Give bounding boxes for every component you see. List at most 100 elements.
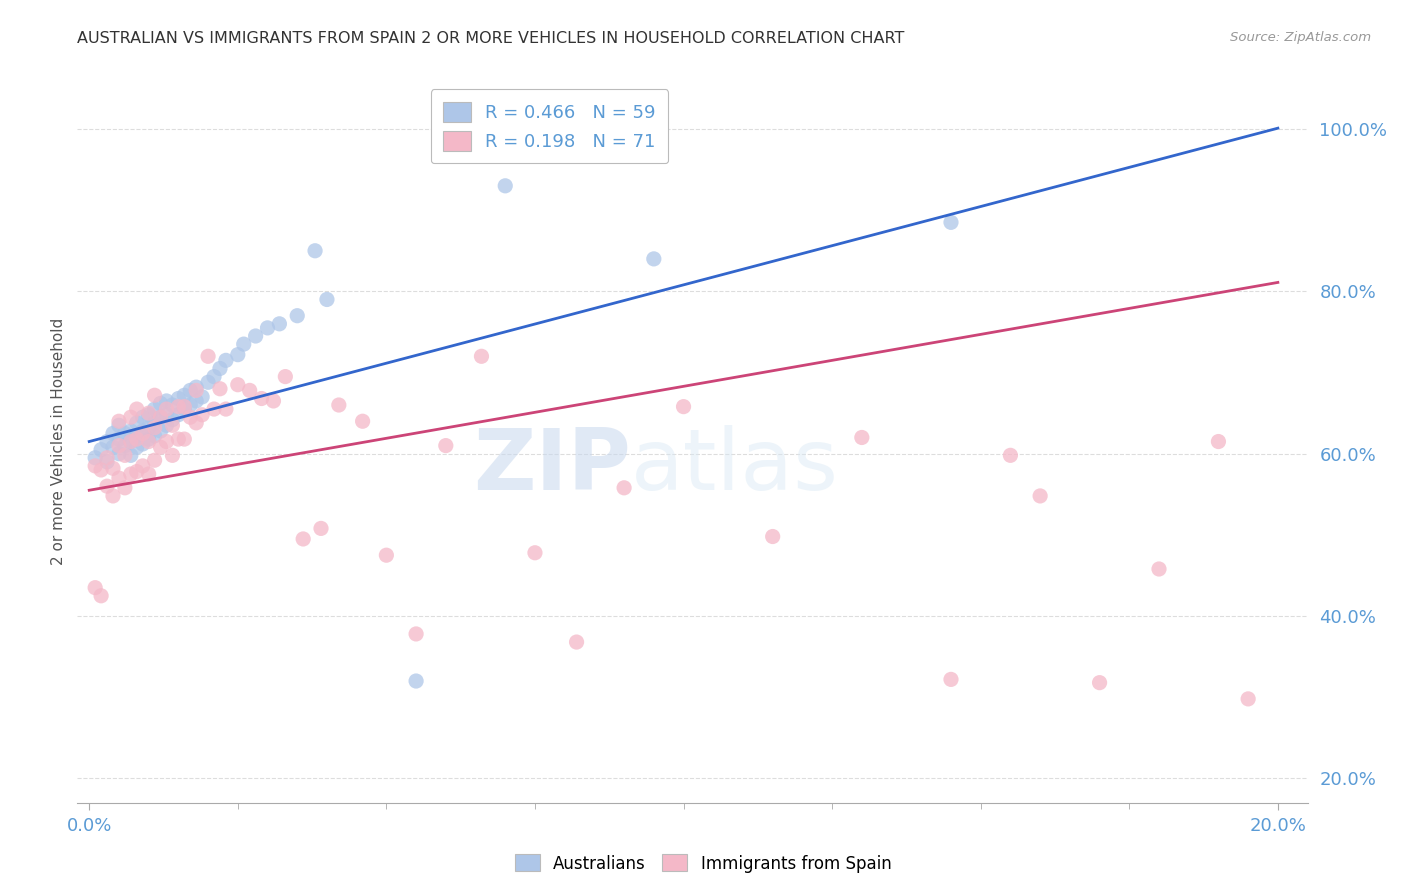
- Point: [125, 432, 148, 446]
- Point: [162, 448, 184, 462]
- Point: [120, 467, 142, 481]
- Point: [470, 349, 492, 363]
- Point: [162, 412, 184, 426]
- Point: [138, 421, 160, 435]
- Text: Source: ZipAtlas.com: Source: ZipAtlas.com: [1230, 31, 1371, 45]
- Point: [186, 393, 208, 408]
- Point: [304, 244, 326, 258]
- Point: [1029, 489, 1052, 503]
- Point: [208, 382, 231, 396]
- Point: [494, 178, 516, 193]
- Point: [226, 348, 249, 362]
- Point: [108, 439, 131, 453]
- Point: [155, 418, 177, 433]
- Point: [149, 424, 172, 438]
- Point: [245, 329, 267, 343]
- Point: [226, 377, 249, 392]
- Point: [197, 349, 219, 363]
- Point: [162, 398, 184, 412]
- Text: ZIP: ZIP: [474, 425, 631, 508]
- Point: [939, 673, 962, 687]
- Point: [84, 450, 107, 465]
- Point: [643, 252, 665, 266]
- Point: [125, 429, 148, 443]
- Point: [125, 440, 148, 454]
- Point: [179, 410, 201, 425]
- Point: [202, 369, 225, 384]
- Point: [138, 406, 160, 420]
- Point: [143, 453, 166, 467]
- Point: [131, 437, 153, 451]
- Point: [125, 465, 148, 479]
- Point: [328, 398, 350, 412]
- Point: [232, 337, 254, 351]
- Point: [173, 402, 195, 417]
- Point: [1208, 434, 1230, 449]
- Point: [84, 581, 107, 595]
- Point: [215, 353, 238, 368]
- Point: [114, 481, 136, 495]
- Point: [96, 434, 118, 449]
- Point: [274, 369, 297, 384]
- Point: [131, 426, 153, 441]
- Point: [149, 396, 172, 410]
- Point: [155, 393, 177, 408]
- Point: [250, 392, 273, 406]
- Point: [114, 439, 136, 453]
- Point: [101, 461, 124, 475]
- Point: [292, 532, 315, 546]
- Point: [149, 410, 172, 425]
- Point: [316, 293, 339, 307]
- Y-axis label: 2 or more Vehicles in Household: 2 or more Vehicles in Household: [51, 318, 66, 566]
- Point: [120, 434, 142, 449]
- Point: [375, 548, 398, 562]
- Text: AUSTRALIAN VS IMMIGRANTS FROM SPAIN 2 OR MORE VEHICLES IN HOUSEHOLD CORRELATION : AUSTRALIAN VS IMMIGRANTS FROM SPAIN 2 OR…: [77, 31, 904, 46]
- Point: [565, 635, 588, 649]
- Point: [143, 429, 166, 443]
- Point: [120, 410, 142, 425]
- Legend: Australians, Immigrants from Spain: Australians, Immigrants from Spain: [508, 847, 898, 880]
- Point: [256, 321, 278, 335]
- Point: [131, 424, 153, 438]
- Point: [1000, 448, 1022, 462]
- Legend: R = 0.466   N = 59, R = 0.198   N = 71: R = 0.466 N = 59, R = 0.198 N = 71: [430, 89, 668, 163]
- Point: [1237, 692, 1260, 706]
- Point: [108, 418, 131, 433]
- Point: [149, 410, 172, 425]
- Point: [309, 521, 332, 535]
- Point: [138, 408, 160, 422]
- Point: [167, 408, 190, 422]
- Point: [167, 392, 190, 406]
- Point: [197, 376, 219, 390]
- Point: [108, 432, 131, 446]
- Point: [131, 458, 153, 473]
- Point: [762, 529, 785, 543]
- Point: [262, 393, 284, 408]
- Point: [434, 439, 457, 453]
- Point: [155, 434, 177, 449]
- Point: [155, 402, 177, 417]
- Point: [613, 481, 636, 495]
- Point: [120, 424, 142, 438]
- Point: [405, 673, 427, 688]
- Point: [1088, 675, 1111, 690]
- Point: [96, 455, 118, 469]
- Point: [108, 447, 131, 461]
- Point: [162, 418, 184, 433]
- Point: [179, 398, 201, 412]
- Point: [143, 416, 166, 430]
- Point: [90, 589, 112, 603]
- Point: [143, 388, 166, 402]
- Point: [143, 421, 166, 435]
- Point: [138, 432, 160, 446]
- Point: [269, 317, 291, 331]
- Point: [101, 489, 124, 503]
- Point: [191, 408, 214, 422]
- Point: [173, 432, 195, 446]
- Point: [149, 440, 172, 454]
- Point: [523, 546, 546, 560]
- Point: [120, 434, 142, 449]
- Point: [125, 416, 148, 430]
- Point: [186, 416, 208, 430]
- Point: [96, 450, 118, 465]
